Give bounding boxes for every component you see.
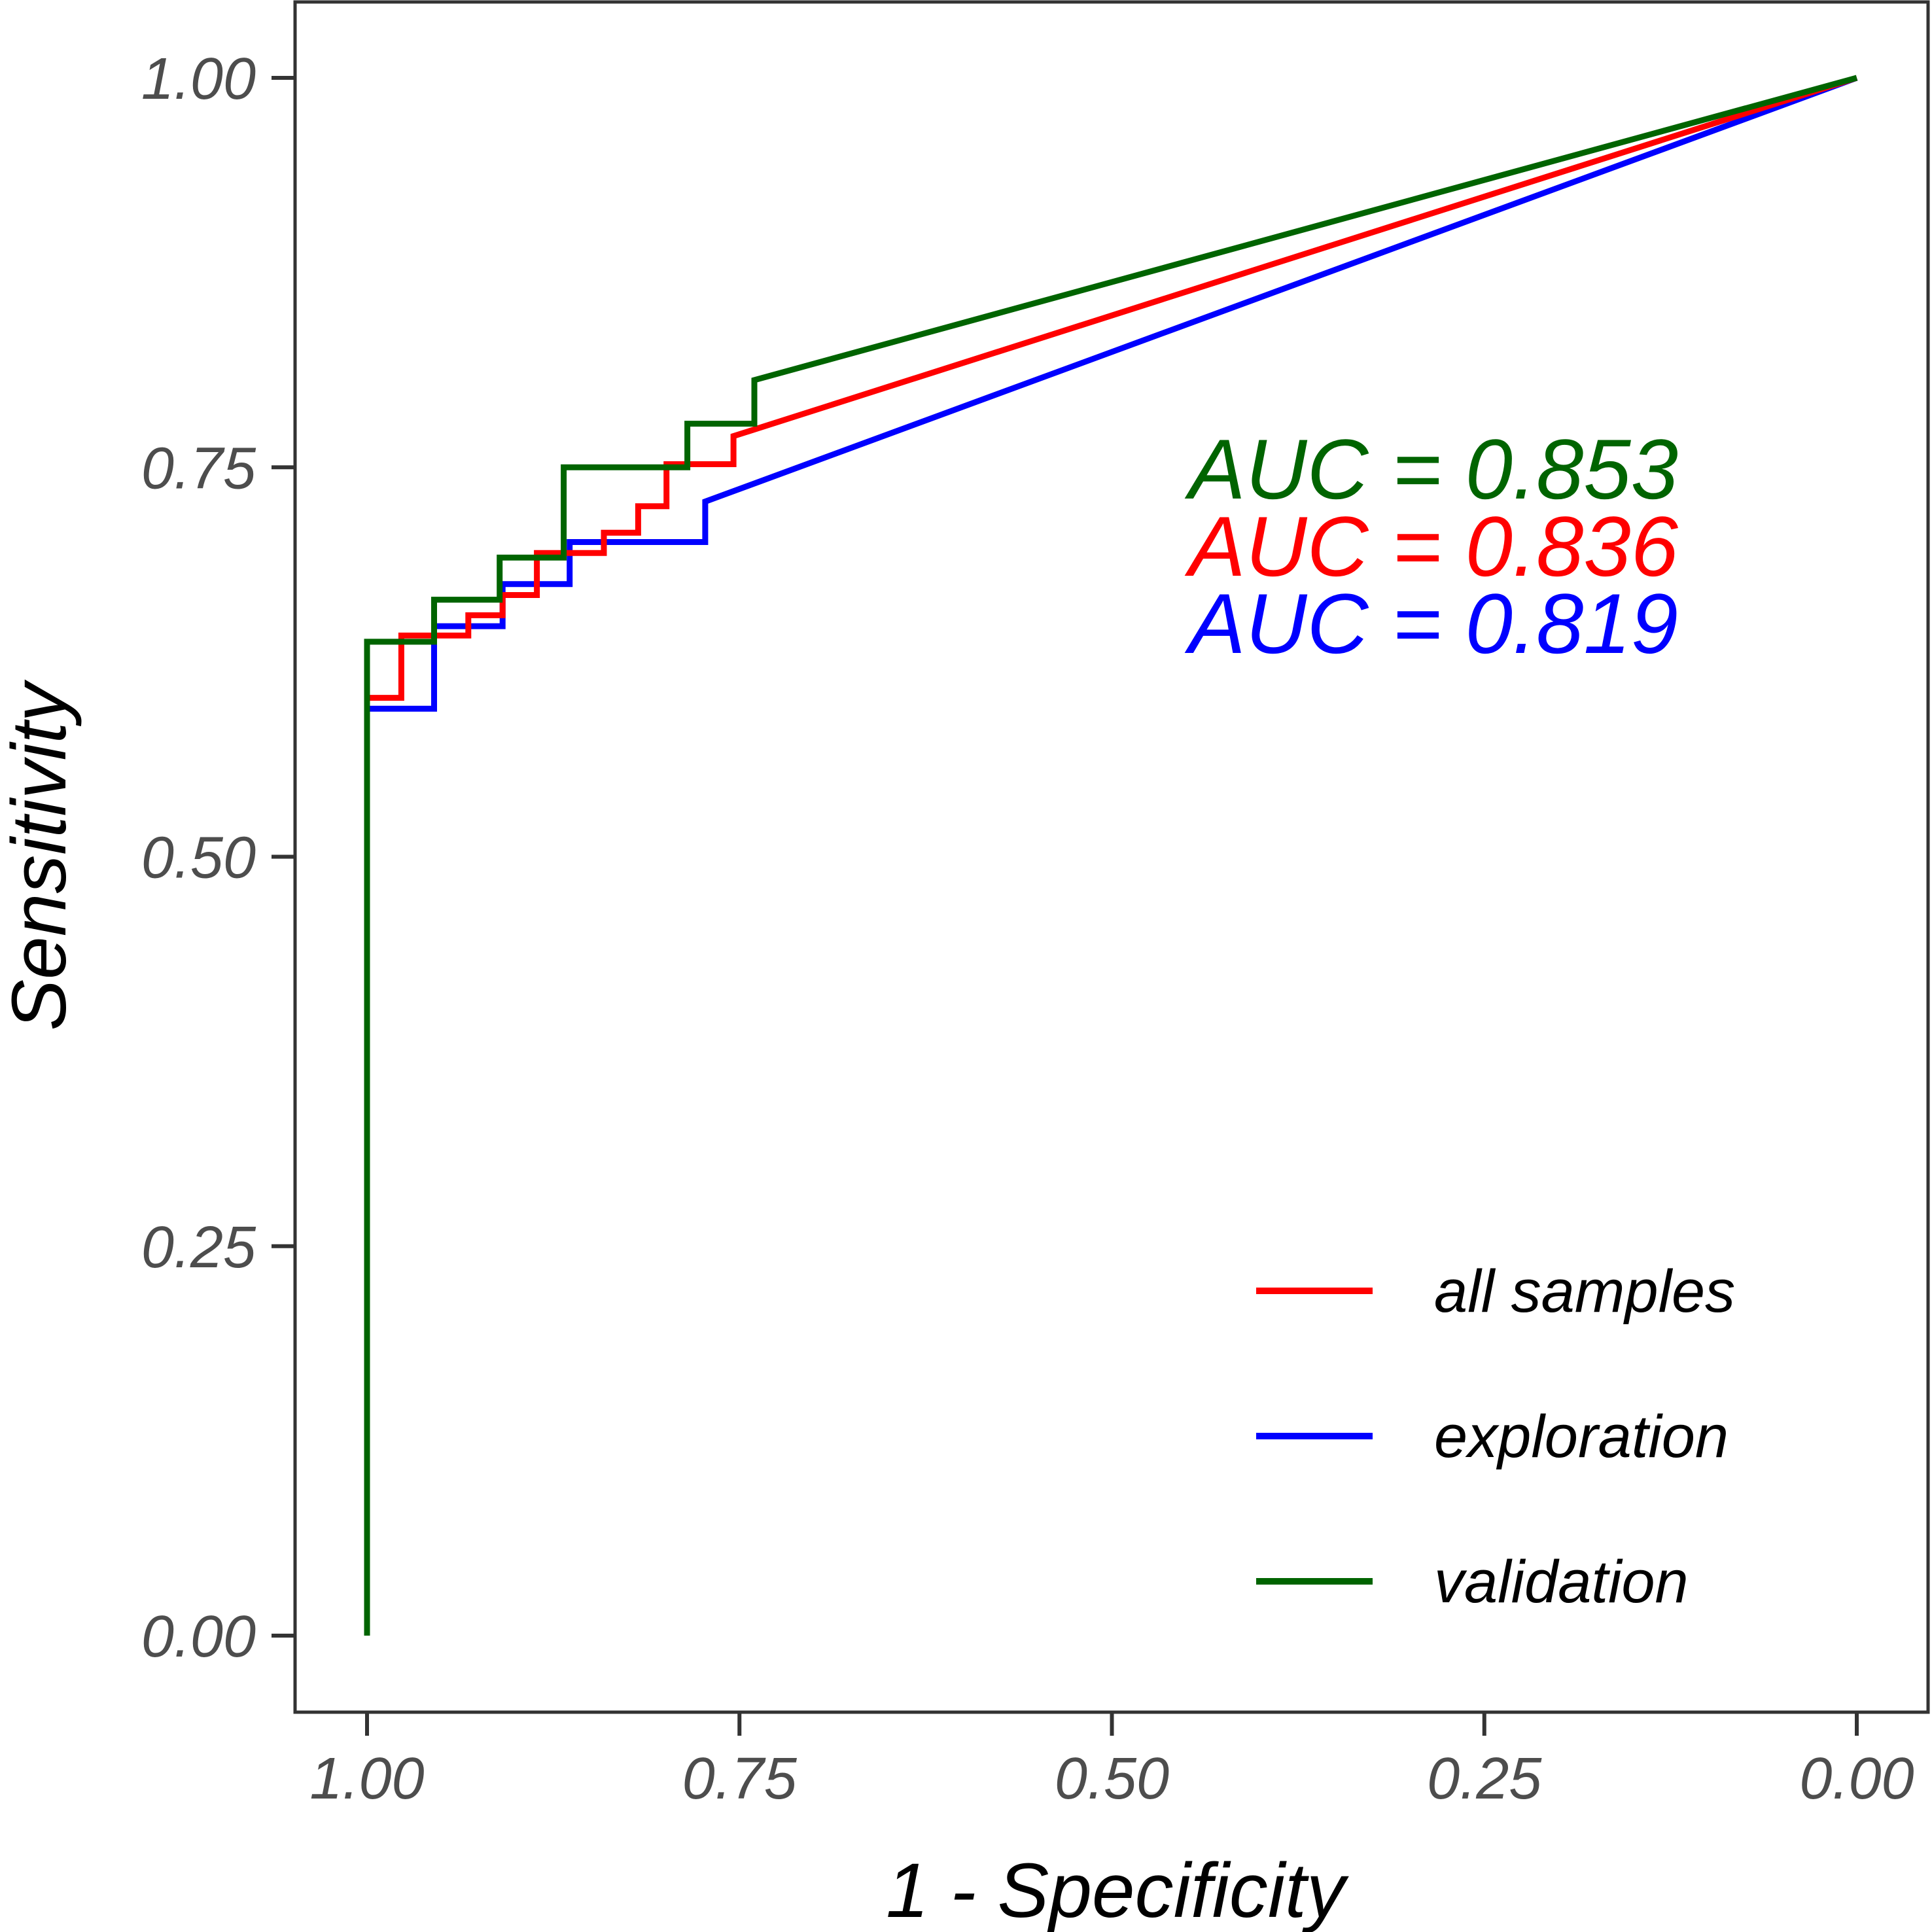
series-line-validation	[364, 75, 1858, 1636]
x-tick-label: 0.75	[682, 1746, 798, 1812]
series-line-all-samples	[364, 75, 1858, 1636]
auc-label-all-samples: AUC = 0.836	[1184, 499, 1679, 594]
y-tick-label: 1.00	[141, 46, 256, 112]
x-axis-title: 1 - Specificity	[886, 1848, 1349, 1932]
series-layer	[364, 75, 1858, 1636]
auc-label-exploration: AUC = 0.819	[1184, 576, 1678, 671]
x-tick-label: 0.50	[1055, 1746, 1169, 1812]
y-tick-label: 0.50	[141, 826, 256, 891]
series-line-exploration	[364, 75, 1858, 1636]
y-axis-title: Sensitivity	[0, 679, 82, 1030]
y-tick-label: 0.25	[141, 1215, 256, 1280]
legend-label-validation: validation	[1434, 1549, 1689, 1615]
y-axis: 0.00 0.25 0.50 0.75 1.00	[141, 46, 295, 1670]
x-tick-label: 0.25	[1427, 1746, 1542, 1812]
legend: all samples exploration validation	[1256, 1258, 1735, 1615]
legend-label-exploration: exploration	[1434, 1403, 1729, 1470]
x-tick-label: 0.00	[1799, 1746, 1914, 1812]
legend-label-all-samples: all samples	[1434, 1258, 1735, 1325]
y-tick-label: 0.00	[141, 1604, 256, 1670]
x-tick-label: 1.00	[309, 1746, 424, 1812]
y-tick-label: 0.75	[141, 436, 256, 501]
auc-label-validation: AUC = 0.853	[1184, 421, 1678, 517]
x-axis: 1.00 0.75 0.50 0.25 0.00	[309, 1712, 1914, 1812]
